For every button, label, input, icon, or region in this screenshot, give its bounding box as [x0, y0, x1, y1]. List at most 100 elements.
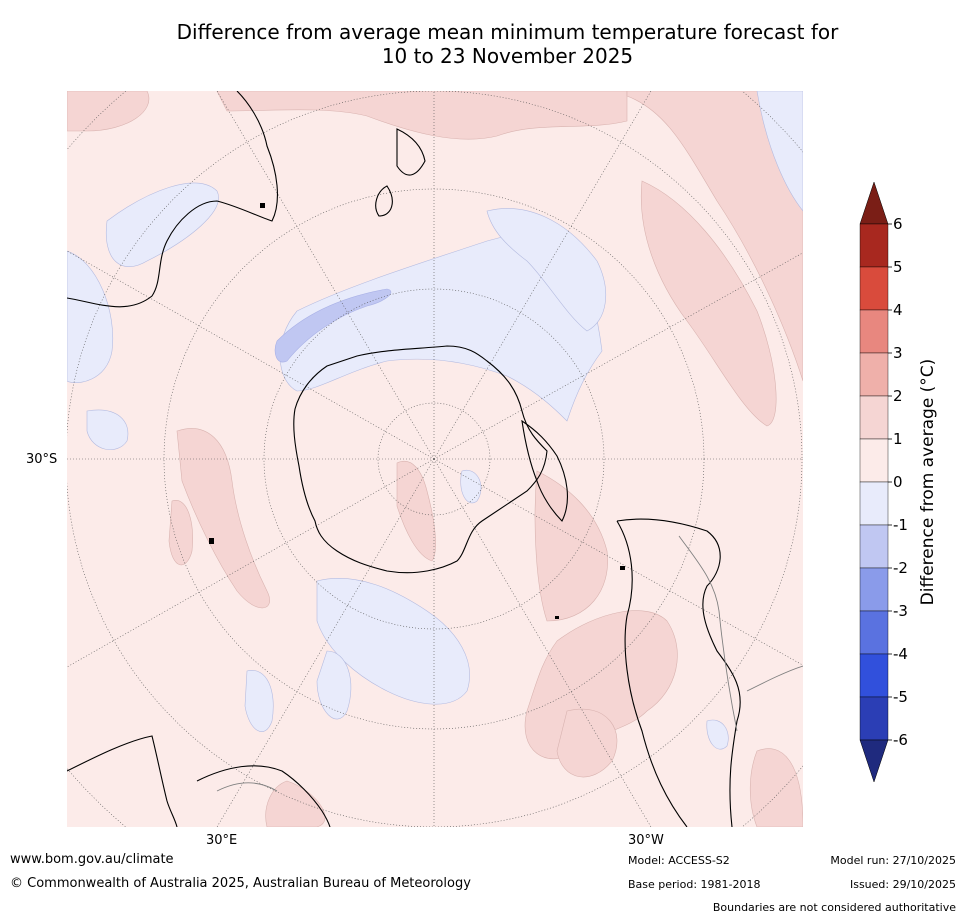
islands	[209, 203, 625, 619]
warm-region-northeast	[626, 91, 803, 382]
map-title: Difference from average mean minimum tem…	[60, 20, 955, 68]
footer-issued: Issued: 29/10/2025	[849, 878, 956, 891]
cool-region-south-patch	[316, 650, 352, 720]
colorbar-swatch-cm6_m5	[859, 696, 889, 741]
colorbar-tick-label: 0	[893, 473, 903, 491]
colorbar-swatch-cm4_m3	[859, 610, 889, 655]
africa-coast	[67, 735, 178, 827]
south-america-coast	[616, 518, 741, 827]
footer-model: Model: ACCESS-S2	[628, 854, 730, 867]
meridian-120e	[67, 250, 435, 460]
colorbar-swatch-cm2_m1	[859, 524, 889, 569]
cool-mid-region-1	[274, 288, 392, 363]
cool-region-antarctic-ring	[279, 229, 603, 422]
label-30e: 30°E	[206, 833, 238, 848]
coastlines	[67, 91, 741, 827]
borders	[216, 535, 803, 792]
colorbar-tick-label: 4	[893, 301, 903, 319]
footer-disclaimer: Boundaries are not considered authoritat…	[712, 901, 956, 914]
lat-circle-80s	[377, 402, 491, 516]
cool-region-southwest-patch	[86, 409, 129, 450]
warm-region-northwest	[67, 91, 150, 132]
meridian-60e	[67, 458, 435, 668]
footer-copyright: © Commonwealth of Australia 2025, Austra…	[10, 876, 471, 891]
colorbar: 6 5 4 3 2 1 0 -1 -2 -3 -4 -5 -6	[855, 180, 925, 785]
graticule	[67, 91, 803, 827]
colorbar-swatch-cm5_m4	[859, 653, 889, 698]
colorbar-swatch-c3_4	[859, 309, 889, 354]
map-canvas	[67, 91, 803, 827]
antarctic-peninsula-coast	[521, 419, 568, 522]
meridian-150w	[433, 91, 652, 460]
colorbar-swatch-cm1_0	[859, 481, 889, 526]
warm-region-north	[216, 91, 628, 140]
colorbar-swatch-c0_1	[859, 438, 889, 483]
border-south-america-east	[746, 665, 803, 692]
warm-anomaly-regions	[67, 91, 803, 827]
island-south-georgia	[620, 566, 625, 570]
colorbar-tick-label: -2	[893, 559, 908, 577]
meridian-30w	[433, 458, 652, 827]
southern-africa-coast	[196, 765, 331, 827]
colorbar-tick-label: -3	[893, 602, 908, 620]
colorbar-tick-label: 5	[893, 258, 903, 276]
border-argentina-chile	[678, 535, 738, 732]
footer-website[interactable]: www.bom.gov.au/climate	[10, 852, 174, 867]
colorbar-tick-label: -5	[893, 688, 908, 706]
colorbar-title: Difference from average (°C)	[918, 358, 938, 606]
warm-region-south-atlantic	[524, 610, 678, 760]
colorbar-tick-label: 3	[893, 344, 903, 362]
lat-circle-30s	[67, 91, 803, 827]
colorbar-tick-label: 6	[893, 215, 903, 233]
lat-circle-60s	[263, 288, 605, 630]
footer-model-run: Model run: 27/10/2025	[830, 854, 956, 867]
south-america-west-coast	[616, 520, 688, 827]
polar-map	[67, 91, 803, 827]
warm-region-southwest	[168, 500, 193, 566]
colorbar-tick-label: 2	[893, 387, 903, 405]
cool-mid-regions	[274, 288, 392, 363]
warm-region-west	[176, 428, 270, 609]
cool-region-ross-sea	[486, 208, 607, 332]
island-kerguelen	[209, 538, 214, 544]
colorbar-swatch-c2_3	[859, 352, 889, 397]
warm-region-patagonia	[534, 470, 608, 622]
warm-region-south	[265, 780, 326, 827]
meridian-150e	[216, 91, 435, 460]
colorbar-swatches	[859, 181, 889, 783]
border-south-africa	[216, 782, 278, 792]
colorbar-swatch-c1_2	[859, 395, 889, 440]
meridian-30e	[216, 458, 435, 827]
cool-region-west-patch	[67, 250, 114, 383]
warm-region-mid-east	[556, 708, 618, 778]
colorbar-tick-label: 1	[893, 430, 903, 448]
colorbar-under-arrow	[859, 739, 889, 783]
antarctica-coast	[293, 345, 548, 574]
colorbar-swatch-cm3_m2	[859, 567, 889, 612]
title-line-1: Difference from average mean minimum tem…	[176, 20, 839, 44]
island-tasmania	[260, 203, 265, 208]
colorbar-tick-label: -4	[893, 645, 908, 663]
cool-region-kerguelen	[244, 670, 274, 732]
cool-region-wedge	[460, 469, 482, 504]
colorbar-over-arrow	[859, 181, 889, 225]
colorbar-tick-label: -1	[893, 516, 908, 534]
australia-coast	[67, 91, 278, 308]
cool-anomaly-regions	[67, 91, 803, 750]
island-bouvet	[555, 616, 559, 619]
label-30w: 30°W	[628, 833, 664, 848]
warm-region-east-band	[640, 180, 777, 427]
colorbar-swatch-c5_6	[859, 223, 889, 268]
colorbar-ticks: 6 5 4 3 2 1 0 -1 -2 -3 -4 -5 -6	[888, 215, 908, 749]
colorbar-swatch-c4_5	[859, 266, 889, 311]
cool-region-south-america-patch	[706, 719, 729, 750]
colorbar-tick-label: -6	[893, 731, 908, 749]
new-zealand-south	[375, 185, 393, 217]
warm-region-southeast	[749, 748, 803, 827]
cool-region-northeast-corner	[756, 91, 803, 212]
colorbar-svg: 6 5 4 3 2 1 0 -1 -2 -3 -4 -5 -6	[859, 181, 908, 783]
title-line-2: 10 to 23 November 2025	[381, 44, 634, 68]
warm-region-center	[396, 461, 436, 562]
label-30s: 30°S	[26, 452, 58, 467]
footer-base-period: Base period: 1981-2018	[628, 878, 761, 891]
